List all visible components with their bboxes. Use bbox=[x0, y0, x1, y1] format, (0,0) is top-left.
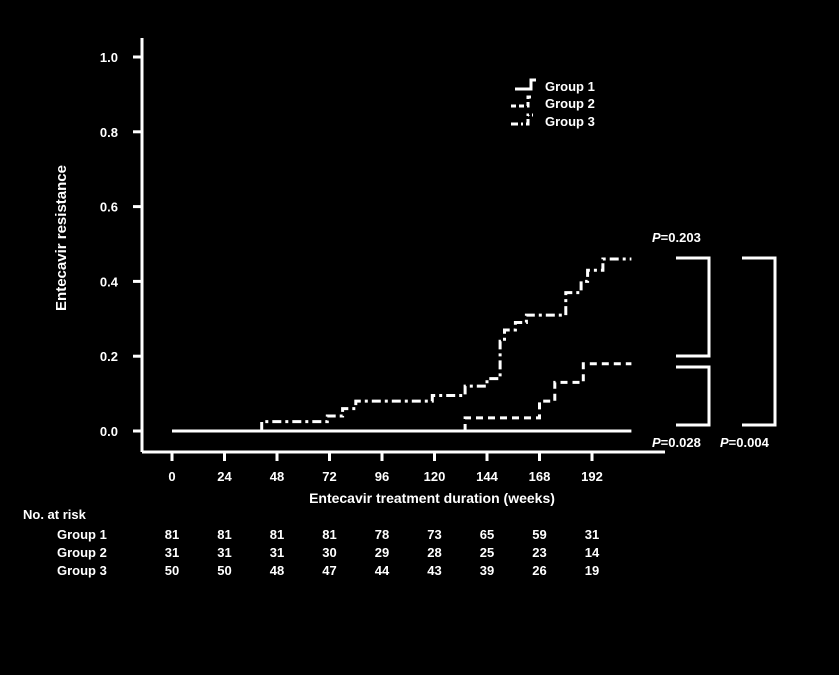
x-tick-label: 24 bbox=[217, 469, 232, 484]
risk-cell: 81 bbox=[269, 527, 285, 542]
p-value-label-1: P=0.203 bbox=[652, 230, 701, 245]
risk-cell: 48 bbox=[269, 563, 285, 578]
p-value-label-2: P=0.028 bbox=[652, 435, 701, 450]
x-tick-label: 96 bbox=[375, 469, 389, 484]
risk-cell: 59 bbox=[532, 527, 547, 542]
risk-cell: 25 bbox=[479, 545, 495, 560]
risk-row-label: Group 2 bbox=[57, 545, 107, 560]
risk-cell: 81 bbox=[164, 527, 180, 542]
risk-cell: 73 bbox=[427, 527, 442, 542]
risk-cell: 23 bbox=[532, 545, 547, 560]
risk-cell: 65 bbox=[479, 527, 495, 542]
risk-row-label: Group 1 bbox=[57, 527, 107, 542]
x-tick-label: 120 bbox=[424, 469, 446, 484]
legend-label-3: Group 3 bbox=[545, 114, 595, 129]
y-axis-label: Entecavir resistance bbox=[53, 165, 70, 311]
x-tick-label: 168 bbox=[529, 469, 551, 484]
risk-cell: 31 bbox=[584, 527, 600, 542]
risk-cell: 50 bbox=[217, 563, 232, 578]
risk-cell: 47 bbox=[322, 563, 337, 578]
risk-cell: 44 bbox=[374, 563, 390, 578]
legend-label-1: Group 1 bbox=[545, 79, 595, 94]
y-tick-label: 0.0 bbox=[100, 424, 118, 439]
risk-cell: 31 bbox=[164, 545, 180, 560]
series-line-2 bbox=[463, 362, 632, 431]
risk-cell: 43 bbox=[427, 563, 442, 578]
risk-table-title: No. at risk bbox=[23, 507, 86, 522]
risk-cell: 31 bbox=[269, 545, 285, 560]
legend-swatch-1 bbox=[515, 78, 536, 91]
x-tick-label: 48 bbox=[270, 469, 284, 484]
risk-cell: 81 bbox=[217, 527, 232, 542]
bracket-g3-g1 bbox=[742, 256, 777, 427]
risk-cell: 30 bbox=[322, 545, 337, 560]
legend-swatch-2 bbox=[511, 95, 533, 108]
risk-row-label: Group 3 bbox=[57, 563, 107, 578]
x-tick-label: 72 bbox=[322, 469, 336, 484]
risk-cell: 14 bbox=[584, 545, 600, 560]
risk-cell: 19 bbox=[584, 563, 600, 578]
risk-cell: 28 bbox=[427, 545, 442, 560]
x-axis-label: Entecavir treatment duration (weeks) bbox=[309, 490, 555, 506]
y-tick-label: 0.2 bbox=[100, 349, 118, 364]
series-line-3 bbox=[260, 257, 632, 431]
x-tick-label: 144 bbox=[476, 469, 498, 484]
legend-label-2: Group 2 bbox=[545, 96, 595, 111]
risk-cell: 39 bbox=[479, 563, 495, 578]
risk-cell: 50 bbox=[164, 563, 180, 578]
y-tick-label: 0.6 bbox=[100, 200, 118, 215]
y-tick-label: 0.8 bbox=[100, 125, 118, 140]
risk-cell: 29 bbox=[374, 545, 390, 560]
risk-cell: 31 bbox=[217, 545, 232, 560]
y-tick-label: 0.4 bbox=[100, 274, 119, 289]
bracket-g2-g1 bbox=[676, 365, 711, 427]
risk-cell: 26 bbox=[532, 563, 547, 578]
x-tick-label: 192 bbox=[581, 469, 603, 484]
risk-cell: 81 bbox=[322, 527, 337, 542]
y-tick-label: 1.0 bbox=[100, 50, 118, 65]
x-tick-label: 0 bbox=[168, 469, 175, 484]
legend-swatch-3 bbox=[511, 113, 533, 126]
risk-cell: 78 bbox=[374, 527, 390, 542]
bracket-g3-g2 bbox=[676, 256, 711, 358]
p-value-label-3: P=0.004 bbox=[720, 435, 770, 450]
